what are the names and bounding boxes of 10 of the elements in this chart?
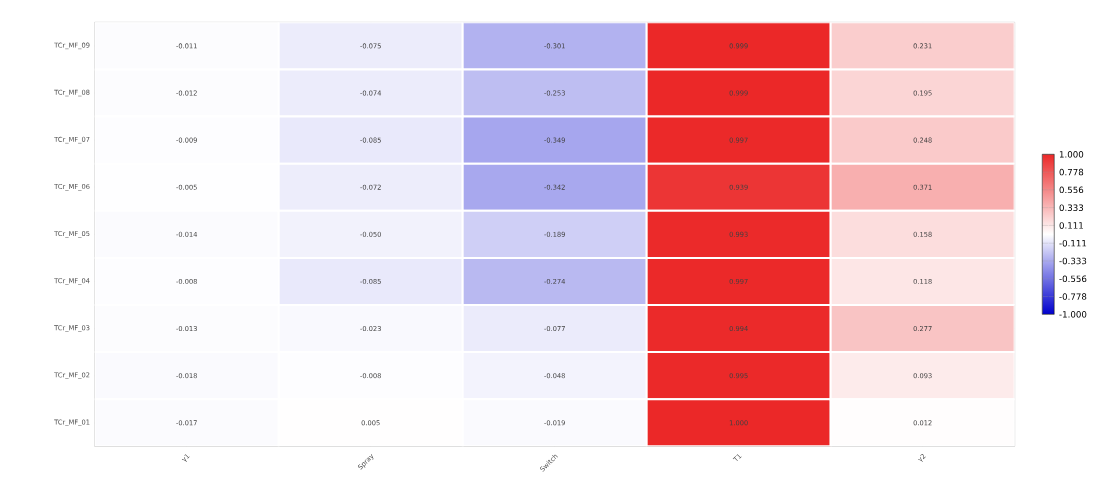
color-bar-label: 0.556 bbox=[1059, 186, 1084, 194]
color-bar-label: 1.000 bbox=[1059, 151, 1084, 158]
color-bar-label: 0.111 bbox=[1059, 222, 1083, 229]
color-bar-label: -1.000 bbox=[1059, 311, 1087, 318]
color-bar-label: -0.556 bbox=[1059, 275, 1087, 283]
color-bar-label: -0.111 bbox=[1059, 239, 1087, 247]
color-bar-label: -0.778 bbox=[1059, 293, 1087, 300]
color-bar-label: 0.778 bbox=[1059, 168, 1084, 176]
color-bar-label: -0.333 bbox=[1059, 257, 1087, 265]
color-bar-label: 0.333 bbox=[1059, 204, 1084, 211]
